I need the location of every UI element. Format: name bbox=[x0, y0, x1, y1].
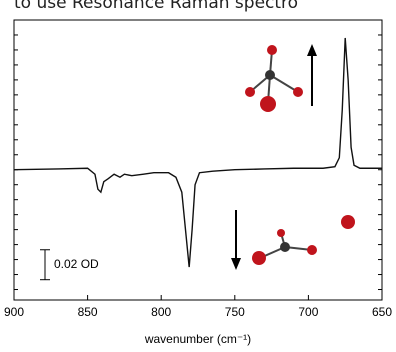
x-tick-label: 800 bbox=[151, 305, 171, 319]
molecule-upper bbox=[245, 45, 303, 112]
x-tick-label: 650 bbox=[372, 305, 392, 319]
molecule-lower bbox=[252, 215, 355, 265]
x-tick-label: 750 bbox=[225, 305, 245, 319]
arrow-down bbox=[231, 210, 241, 270]
scale-bar-label: 0.02 OD bbox=[54, 257, 99, 271]
x-tick-label: 700 bbox=[298, 305, 318, 319]
caption-text: to use Resonance Raman spectro bbox=[14, 0, 298, 13]
x-tick-label: 850 bbox=[78, 305, 98, 319]
figure: to use Resonance Raman spectro wavenumbe… bbox=[0, 0, 396, 352]
spectrum-line bbox=[14, 38, 382, 267]
arrow-up bbox=[307, 44, 317, 106]
x-tick-label: 900 bbox=[4, 305, 24, 319]
x-axis-label: wavenumber (cm⁻¹) bbox=[144, 332, 251, 346]
